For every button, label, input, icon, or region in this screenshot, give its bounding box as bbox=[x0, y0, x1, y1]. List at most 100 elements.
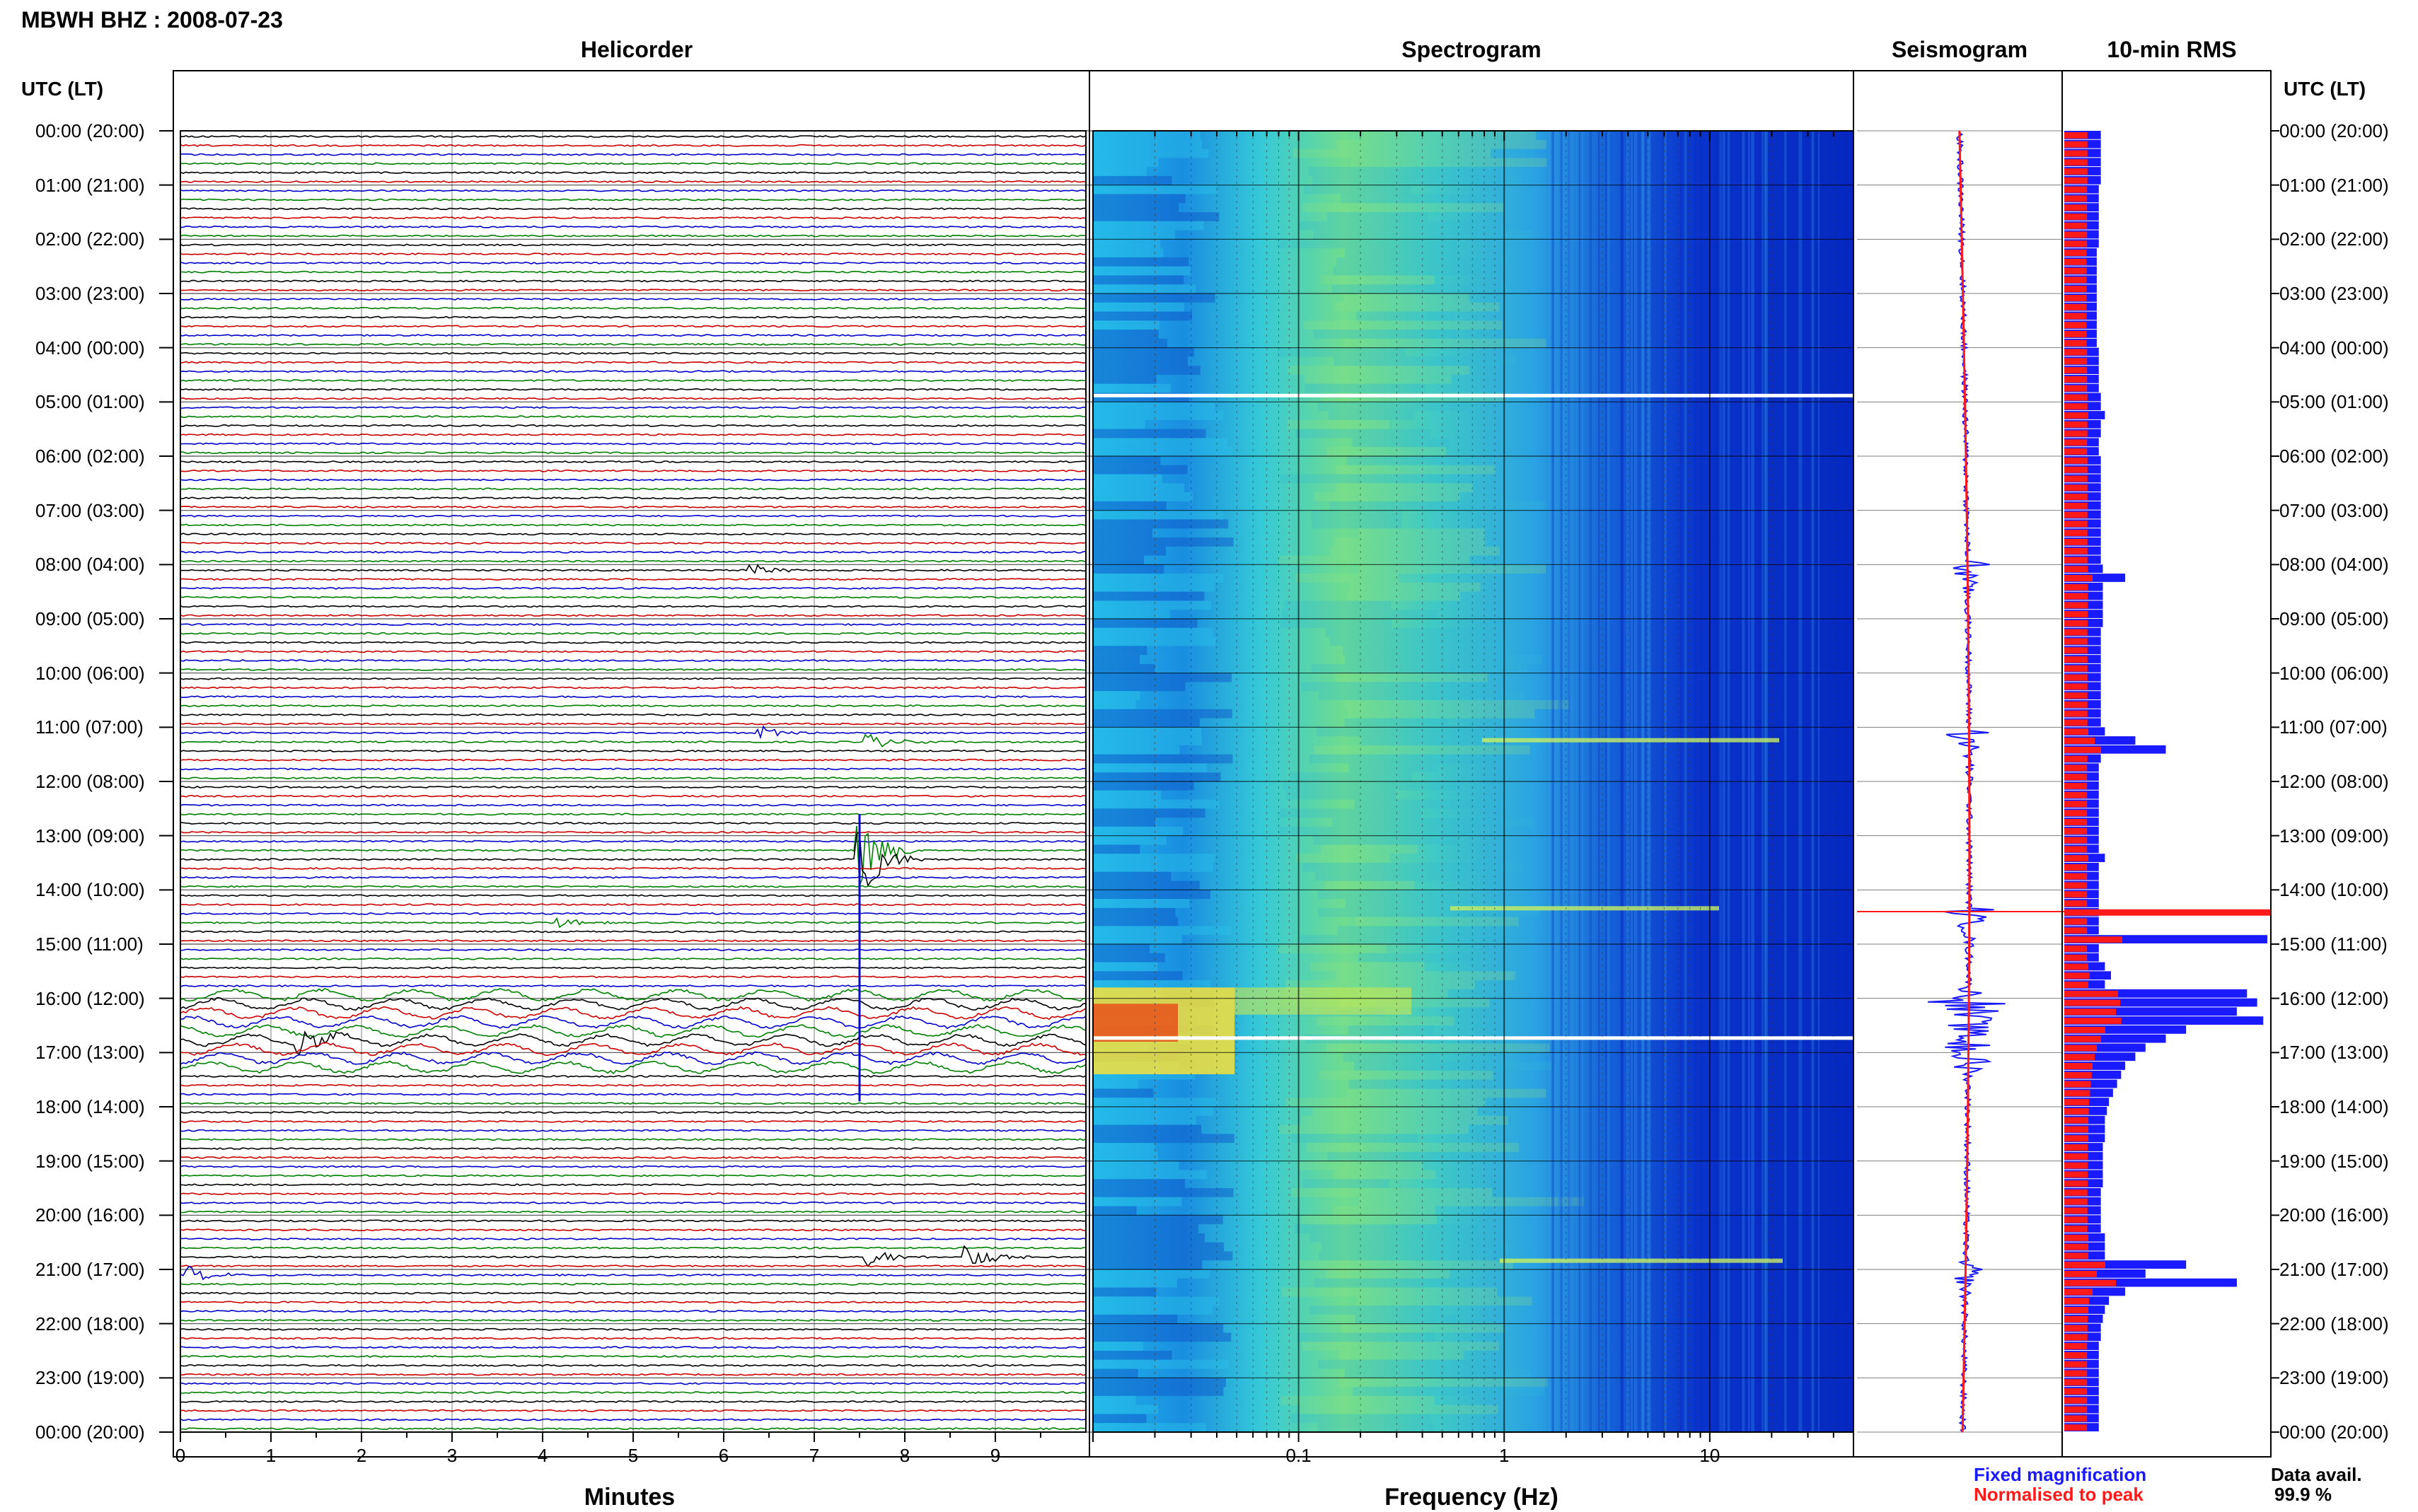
spectrogram-row bbox=[1329, 411, 1415, 420]
helicorder-trace bbox=[180, 686, 1087, 690]
spectrogram-row bbox=[1303, 320, 1503, 330]
spectrogram-row bbox=[1093, 1170, 1208, 1180]
spectrogram-row bbox=[1298, 1161, 1423, 1170]
time-label-left: 00:00 (20:00) bbox=[35, 120, 145, 141]
spectrogram-row bbox=[1349, 582, 1481, 592]
helicorder-trace bbox=[180, 758, 1087, 762]
rms-normalised-bar bbox=[2064, 448, 2088, 455]
spectrogram-row bbox=[1093, 375, 1157, 384]
helicorder-trace bbox=[180, 1265, 1087, 1281]
time-label-left: 12:00 (08:00) bbox=[35, 771, 145, 792]
spectrogram-row bbox=[1093, 1179, 1185, 1188]
time-label-left: 22:00 (18:00) bbox=[35, 1313, 145, 1334]
spectrogram-row bbox=[1361, 736, 1468, 745]
helicorder-trace bbox=[180, 1201, 1087, 1204]
helicorder-trace bbox=[180, 917, 1087, 929]
helicorder-trace bbox=[180, 351, 1087, 355]
spectrogram-row bbox=[1337, 926, 1507, 936]
spectrogram-row bbox=[1309, 754, 1504, 764]
spectrogram-row bbox=[1093, 302, 1184, 312]
spectrogram-row bbox=[1093, 212, 1220, 221]
helicorder-trace bbox=[180, 1042, 1087, 1057]
spectrogram-row bbox=[1336, 139, 1547, 149]
rms-normalised-bar bbox=[2064, 575, 2093, 581]
spectrogram-row bbox=[1093, 1342, 1143, 1351]
spectrogram-row bbox=[1313, 835, 1458, 845]
rms-normalised-bar bbox=[2064, 982, 2088, 988]
spectrogram-row bbox=[1093, 1332, 1232, 1342]
spectrogram-row bbox=[1345, 700, 1569, 709]
spectrogram-event bbox=[1500, 1258, 1783, 1263]
spectrogram-row bbox=[1277, 944, 1387, 953]
rms-normalised-bar bbox=[2064, 1144, 2088, 1151]
spectrogram-row bbox=[1093, 402, 1215, 412]
spectrogram-row bbox=[1093, 347, 1194, 357]
spectrogram-row bbox=[1279, 555, 1470, 565]
minute-tick-label: 0 bbox=[175, 1445, 185, 1466]
spectrogram-row bbox=[1302, 863, 1524, 872]
helicorder-trace bbox=[180, 433, 1087, 436]
helicorder-trace bbox=[180, 1418, 1087, 1421]
helicorder-trace bbox=[180, 1310, 1087, 1313]
spectrogram-row bbox=[1344, 338, 1546, 348]
spectrogram-row bbox=[1093, 1305, 1213, 1315]
right-axis-label: UTC (LT) bbox=[2284, 78, 2366, 100]
spectrogram-row bbox=[1301, 1215, 1437, 1225]
spectrogram-event bbox=[1482, 738, 1779, 743]
rms-normalised-bar bbox=[2064, 1135, 2088, 1142]
spectrogram-row bbox=[1354, 799, 1508, 809]
spectrogram-tick-label: 1 bbox=[1499, 1445, 1509, 1466]
spectrogram-row bbox=[1093, 383, 1171, 393]
rms-normalised-bar bbox=[2064, 1008, 2116, 1016]
rms-normalised-bar bbox=[2064, 900, 2088, 907]
rms-normalised-bar bbox=[2064, 855, 2088, 862]
spectrogram-row bbox=[1093, 736, 1202, 745]
rms-normalised-bar bbox=[2064, 746, 2101, 753]
rms-normalised-bar bbox=[2064, 1334, 2088, 1341]
spectrogram-row bbox=[1311, 663, 1528, 673]
helicorder-trace bbox=[180, 894, 1087, 897]
spectrogram-row bbox=[1343, 1052, 1439, 1062]
helicorder-trace bbox=[180, 1093, 1087, 1096]
rms-normalised-bar bbox=[2064, 186, 2088, 193]
spectrogram-row bbox=[1093, 257, 1189, 267]
rms-normalised-bar bbox=[2064, 412, 2088, 419]
rms-normalised-bar bbox=[2064, 1234, 2088, 1241]
rms-normalised-bar bbox=[2064, 873, 2088, 880]
rms-normalised-bar bbox=[2064, 728, 2088, 735]
helicorder-trace bbox=[180, 722, 1087, 726]
spectrogram-row bbox=[1093, 1206, 1137, 1216]
rms-normalised-bar bbox=[2064, 222, 2088, 229]
spectrogram-row bbox=[1093, 646, 1147, 656]
helicorder-trace bbox=[180, 478, 1087, 482]
spectrogram-row bbox=[1317, 1359, 1493, 1369]
rms-normalised-bar bbox=[2064, 394, 2088, 401]
helicorder-trace bbox=[180, 586, 1087, 590]
spectrogram-row bbox=[1093, 1215, 1223, 1225]
chart-title: MBWH BHZ : 2008-07-23 bbox=[21, 7, 283, 33]
spectrogram-burst bbox=[1093, 1004, 1178, 1042]
rms-normalised-bar bbox=[2064, 774, 2088, 781]
helicorder-trace bbox=[180, 1318, 1087, 1322]
helicorder-trace bbox=[180, 839, 1087, 843]
helicorder-trace bbox=[180, 1129, 1087, 1132]
helicorder-trace bbox=[180, 1237, 1087, 1240]
helicorder-trace bbox=[180, 930, 1086, 934]
rms-normalised-bar bbox=[2064, 349, 2088, 356]
helicorder-trace bbox=[180, 180, 1087, 183]
spectrogram-row bbox=[1302, 1342, 1499, 1351]
rms-normalised-bar bbox=[2064, 1243, 2088, 1250]
spectrogram-row bbox=[1093, 230, 1176, 240]
rms-normalised-bar bbox=[2064, 963, 2088, 970]
outer-frame bbox=[173, 70, 2272, 1458]
helicorder-trace bbox=[180, 632, 1087, 635]
time-label-left: 21:00 (17:00) bbox=[35, 1259, 145, 1280]
helicorder-trace bbox=[180, 334, 1087, 337]
helicorder-trace bbox=[180, 1210, 1087, 1214]
helicorder-trace bbox=[180, 1264, 1087, 1268]
rms-normalised-bar bbox=[2064, 358, 2088, 365]
spectrogram-row bbox=[1298, 1260, 1513, 1269]
rms-normalised-bar bbox=[2064, 286, 2087, 293]
spectrogram-row bbox=[1093, 1224, 1198, 1233]
spectrogram-row bbox=[1356, 311, 1454, 321]
